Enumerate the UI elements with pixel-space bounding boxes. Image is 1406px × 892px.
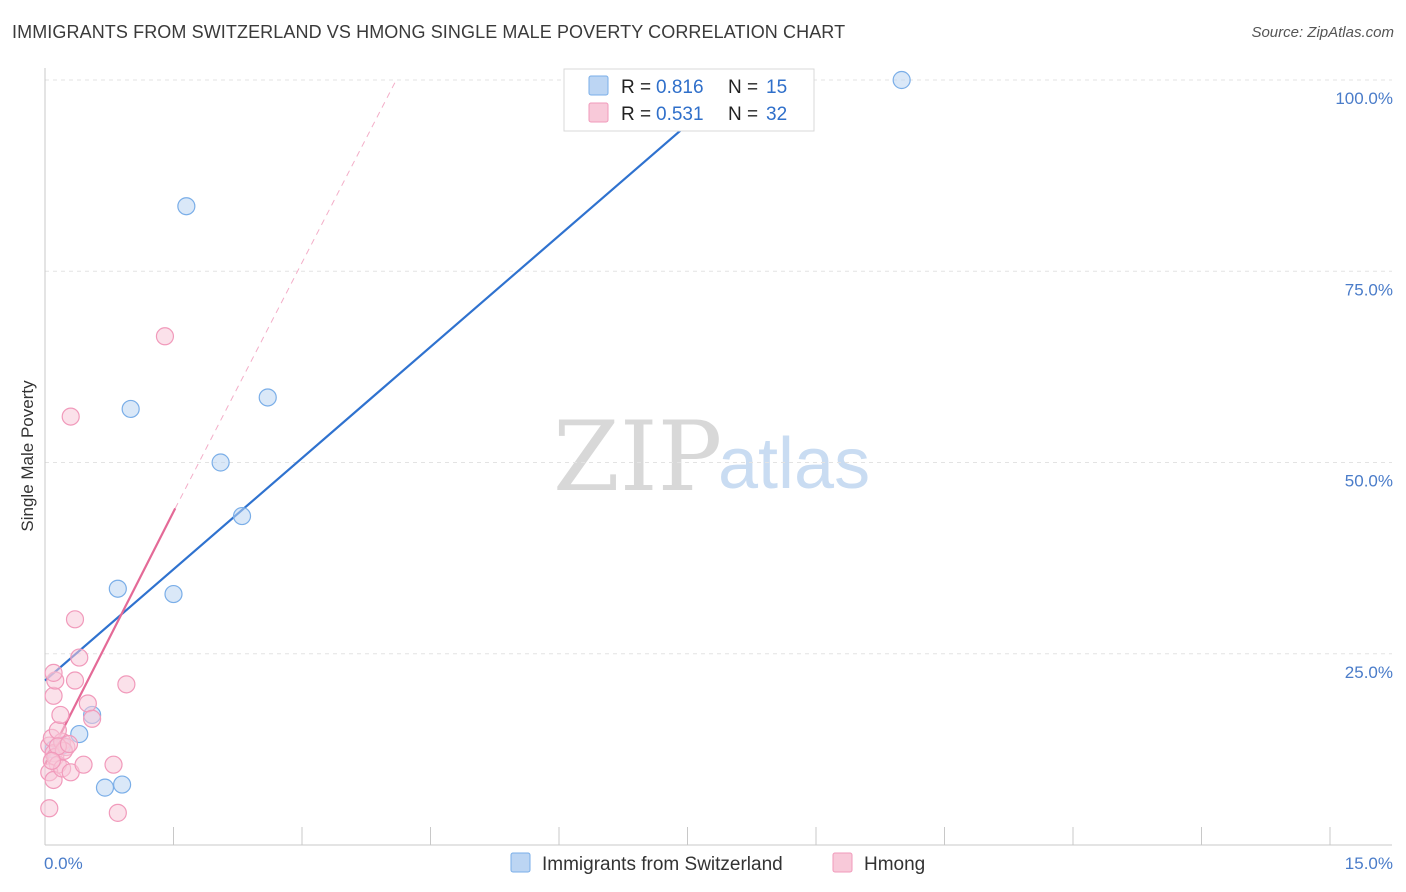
source-label: Source: ZipAtlas.com — [1251, 24, 1394, 41]
point-hmong-14 — [40, 799, 59, 818]
point-hmong-22 — [65, 610, 85, 629]
point-hmong-23 — [74, 755, 93, 774]
point-hmong-13 — [44, 663, 63, 682]
trend-line-hmong — [44, 507, 177, 766]
point-switzerland-8 — [164, 584, 183, 604]
point-hmong-27 — [155, 327, 175, 346]
y-tick-label-100: 100.0% — [1335, 89, 1393, 108]
bottom-legend-swatch-switzerland — [510, 852, 531, 873]
point-hmong-17 — [65, 671, 85, 690]
point-switzerland-12 — [258, 388, 277, 407]
legend-r-value-2: 0.531 — [656, 104, 704, 125]
point-switzerland-4 — [95, 778, 115, 797]
trend-extension-hmong — [174, 79, 397, 509]
bottom-legend-label-hmong: Hmong — [864, 854, 925, 875]
point-hmong-21 — [61, 407, 80, 426]
watermark-atlas: atlas — [718, 424, 870, 504]
trend-line-switzerland — [44, 79, 740, 682]
point-hmong-18 — [70, 648, 89, 667]
axes — [44, 68, 1392, 846]
legend-n-label-1: N = — [728, 77, 758, 98]
legend-r-value-1: 0.816 — [656, 77, 704, 98]
point-hmong-9 — [48, 721, 67, 740]
point-hmong-31 — [42, 751, 61, 770]
point-switzerland-6 — [108, 579, 127, 598]
legend-n-value-2: 32 — [766, 104, 787, 125]
legend-swatch-switzerland — [588, 75, 609, 96]
point-hmong-25 — [108, 803, 127, 822]
point-hmong-10 — [51, 705, 70, 725]
legend-n-label-2: N = — [728, 104, 758, 125]
y-tick-label-25: 25.0% — [1345, 663, 1393, 682]
x-tick-label-min: 0.0% — [44, 854, 83, 873]
point-switzerland-9 — [177, 197, 196, 216]
point-hmong-30 — [59, 734, 79, 754]
point-hmong-24 — [104, 755, 123, 774]
point-hmong-11 — [44, 686, 63, 705]
point-switzerland-11 — [232, 506, 252, 526]
point-hmong-19 — [78, 694, 97, 713]
tick-labels: 25.0% 50.0% 75.0% 100.0% 0.0% 15.0% — [44, 89, 1393, 873]
point-switzerland-14 — [892, 70, 911, 90]
watermark-zip: ZIP — [553, 401, 722, 513]
point-switzerland-5 — [112, 775, 132, 794]
chart-title: IMMIGRANTS FROM SWITZERLAND VS HMONG SIN… — [12, 22, 846, 42]
bottom-legend-swatch-hmong — [832, 852, 853, 873]
trend-lines — [44, 79, 740, 766]
y-tick-label-75: 75.0% — [1345, 280, 1393, 299]
point-hmong-20 — [83, 709, 102, 728]
legend-swatch-hmong — [588, 102, 609, 123]
legend-r-label-1: R = — [621, 77, 651, 98]
point-hmong-26 — [117, 675, 136, 694]
grid — [45, 79, 1392, 655]
legend-r-label-2: R = — [621, 104, 651, 125]
data-points — [40, 70, 911, 822]
point-switzerland-7 — [121, 399, 140, 419]
legend-n-value-1: 15 — [766, 77, 787, 98]
point-switzerland-10 — [211, 453, 230, 472]
y-tick-label-50: 50.0% — [1345, 472, 1393, 491]
correlation-legend: R = 0.816 N = 15 R = 0.531 N = 32 — [563, 68, 815, 132]
series-legend: Immigrants from Switzerland Hmong — [510, 852, 925, 875]
bottom-legend-label-switzerland: Immigrants from Switzerland — [542, 854, 783, 875]
x-tick-label-max: 15.0% — [1345, 854, 1393, 873]
